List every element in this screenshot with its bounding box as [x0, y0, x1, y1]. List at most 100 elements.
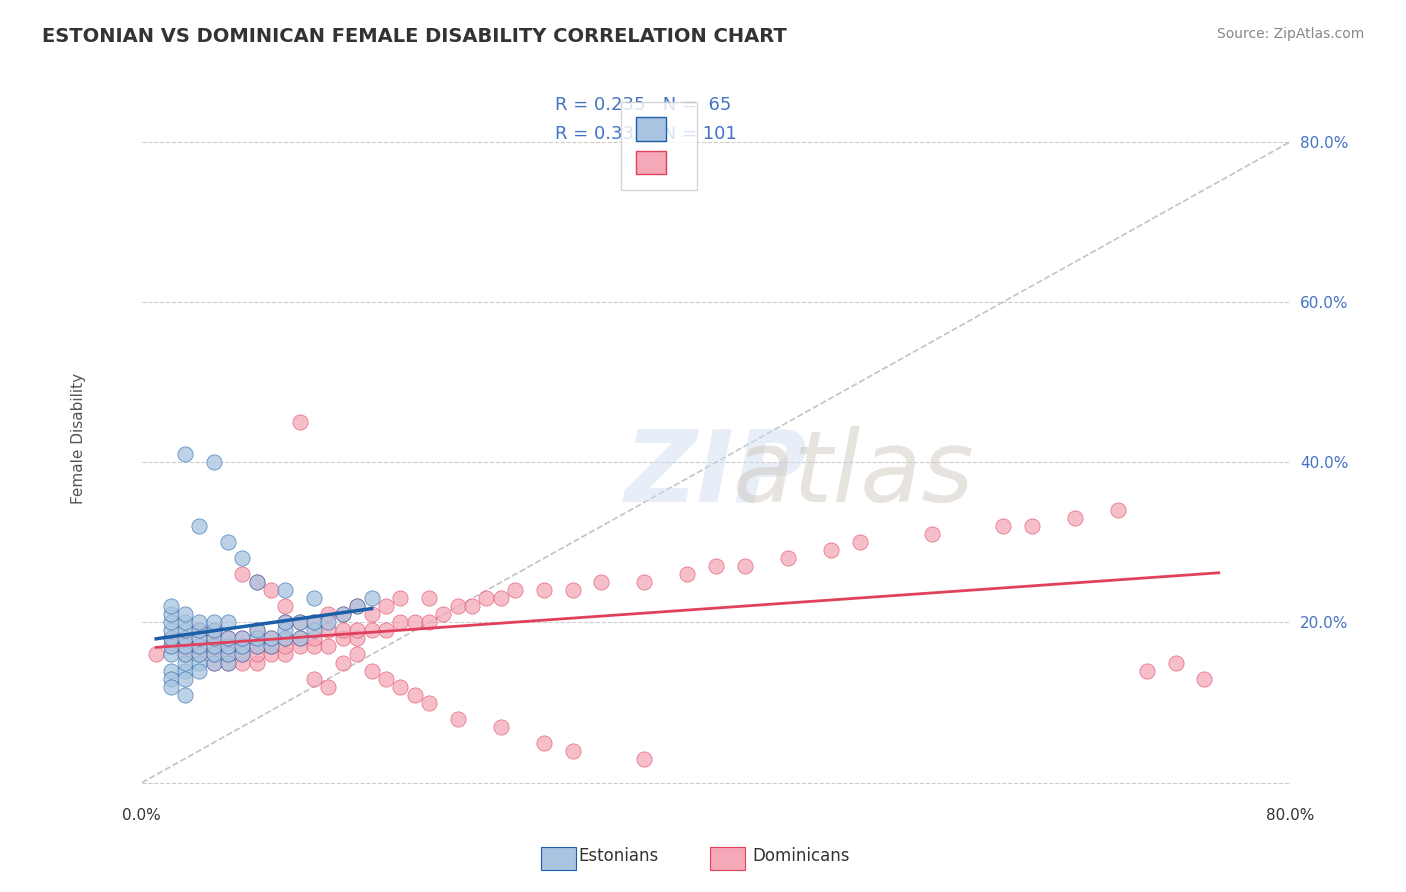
Point — [993, 519, 1015, 533]
Point — [734, 559, 756, 574]
Point — [217, 632, 239, 646]
Point — [318, 640, 340, 654]
Point — [332, 632, 354, 646]
Legend: , : , — [621, 102, 697, 190]
Point — [389, 680, 412, 694]
Point — [633, 752, 655, 766]
Point — [676, 567, 699, 582]
Point — [374, 599, 396, 614]
Point — [202, 656, 225, 670]
Text: Source: ZipAtlas.com: Source: ZipAtlas.com — [1216, 27, 1364, 41]
Point — [217, 648, 239, 662]
Point — [302, 632, 325, 646]
Point — [489, 591, 512, 606]
Point — [302, 591, 325, 606]
Point — [188, 624, 211, 638]
Point — [561, 744, 583, 758]
Bar — [541, 847, 576, 870]
Point — [389, 615, 412, 630]
Point — [246, 648, 269, 662]
Point — [202, 455, 225, 469]
Point — [318, 680, 340, 694]
Point — [302, 615, 325, 630]
Point — [461, 599, 484, 614]
Point — [447, 712, 470, 726]
Point — [217, 615, 239, 630]
Point — [173, 640, 195, 654]
Point — [231, 656, 253, 670]
Point — [159, 640, 181, 654]
Point — [302, 615, 325, 630]
Point — [202, 656, 225, 670]
Point — [389, 591, 412, 606]
Point — [274, 640, 297, 654]
Point — [217, 632, 239, 646]
Point — [188, 640, 211, 654]
Text: atlas: atlas — [734, 425, 974, 523]
Point — [159, 672, 181, 686]
Point — [1107, 503, 1129, 517]
Point — [188, 664, 211, 678]
Text: R = 0.332   N = 101: R = 0.332 N = 101 — [555, 125, 737, 143]
Point — [288, 640, 311, 654]
Text: Estonians: Estonians — [578, 847, 659, 865]
Point — [246, 575, 269, 590]
Point — [260, 640, 283, 654]
Point — [332, 607, 354, 622]
Point — [217, 640, 239, 654]
Point — [159, 599, 181, 614]
Point — [274, 648, 297, 662]
Point — [159, 632, 181, 646]
Point — [318, 615, 340, 630]
Point — [302, 624, 325, 638]
Point — [159, 632, 181, 646]
Point — [288, 615, 311, 630]
Text: R = 0.235   N =  65: R = 0.235 N = 65 — [555, 96, 731, 114]
Point — [360, 664, 382, 678]
Point — [173, 672, 195, 686]
Point — [202, 640, 225, 654]
Point — [145, 648, 167, 662]
Point — [188, 624, 211, 638]
Point — [217, 640, 239, 654]
Point — [202, 624, 225, 638]
Point — [346, 648, 368, 662]
Point — [173, 615, 195, 630]
Point — [447, 599, 470, 614]
Point — [921, 527, 943, 541]
Point — [302, 672, 325, 686]
Point — [188, 519, 211, 533]
Point — [1194, 672, 1216, 686]
Point — [188, 632, 211, 646]
Point — [173, 624, 195, 638]
Point — [260, 583, 283, 598]
Point — [188, 656, 211, 670]
Point — [202, 640, 225, 654]
Point — [591, 575, 613, 590]
Point — [231, 640, 253, 654]
Point — [318, 624, 340, 638]
Point — [274, 583, 297, 598]
Point — [332, 607, 354, 622]
Point — [274, 632, 297, 646]
Point — [231, 632, 253, 646]
Point — [1136, 664, 1159, 678]
Point — [246, 656, 269, 670]
Point — [173, 640, 195, 654]
Point — [231, 567, 253, 582]
Point — [260, 632, 283, 646]
Point — [173, 447, 195, 461]
Point — [704, 559, 727, 574]
Point — [288, 632, 311, 646]
Point — [260, 632, 283, 646]
Point — [202, 632, 225, 646]
Point — [231, 648, 253, 662]
Point — [188, 632, 211, 646]
Point — [288, 615, 311, 630]
Text: Dominicans: Dominicans — [752, 847, 851, 865]
Text: ESTONIAN VS DOMINICAN FEMALE DISABILITY CORRELATION CHART: ESTONIAN VS DOMINICAN FEMALE DISABILITY … — [42, 27, 787, 45]
Point — [332, 656, 354, 670]
Point — [533, 736, 555, 750]
Point — [346, 599, 368, 614]
Point — [475, 591, 498, 606]
